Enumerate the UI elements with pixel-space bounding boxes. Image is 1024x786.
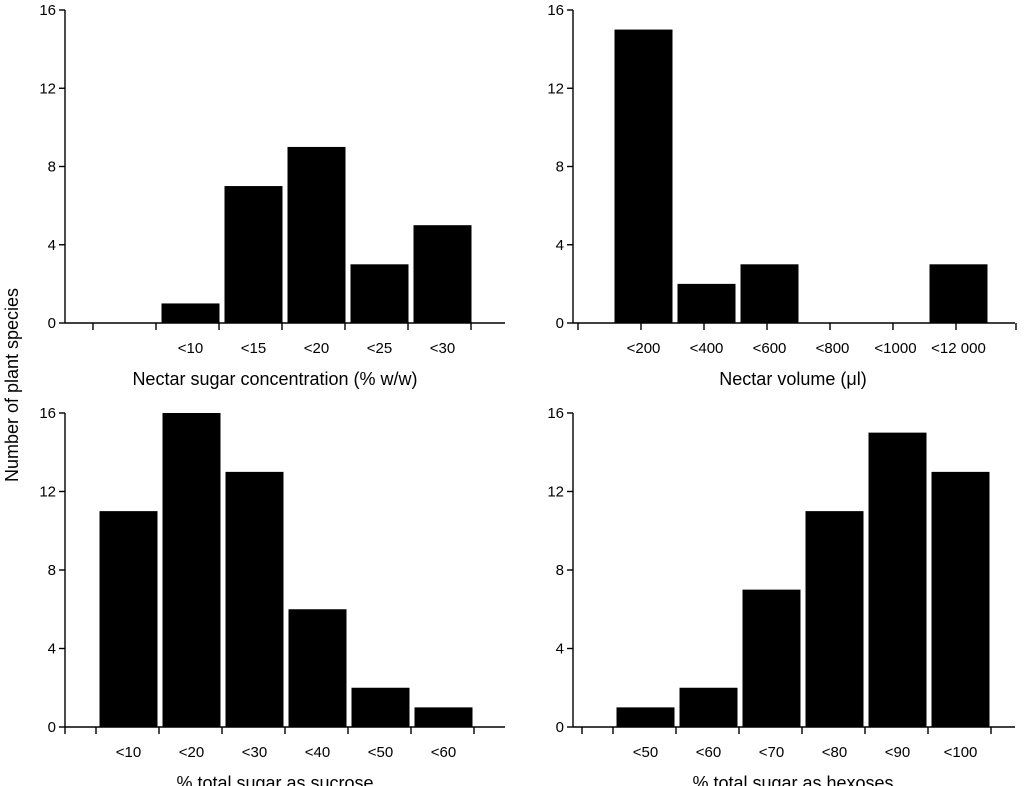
y-tick-label: 8 [48,562,56,579]
panel-nectar-volume: 0 4 8 12 16 <200 <400 <600 <800 <1000 <12 000 Necta… [547,2,1017,389]
x-tick-label: <100 [944,744,978,761]
x-tick-label: <80 [822,744,847,761]
x-tick-label: <30 [242,744,267,761]
x-tick-label: <30 [430,340,455,357]
bar-nectar-volume [614,29,673,323]
x-tick-label: <20 [304,340,329,357]
x-axis-label-sucrose: % total sugar as sucrose [176,773,373,786]
y-tick-label: 16 [39,405,56,422]
x-tick-label: <25 [367,340,392,357]
shared-y-axis-label: Number of plant species [2,288,22,482]
x-tick-label: <800 [816,340,850,357]
x-tick-label: <400 [690,340,724,357]
x-tick-label: <1000 [874,340,916,357]
x-tick-label: <15 [241,340,266,357]
bar-nectar-volume [740,264,799,323]
y-tick-label: 16 [547,2,564,19]
x-tick-label: <40 [305,744,330,761]
y-tick-label: 0 [556,719,564,736]
x-axis-label-sugar-concentration: Nectar sugar concentration (% w/w) [132,369,417,389]
y-tick-label: 0 [48,315,56,332]
x-tick-label: <20 [179,744,204,761]
y-tick-label: 4 [48,237,56,254]
y-tick-label: 8 [556,562,564,579]
x-tick-label: <50 [633,744,658,761]
bar-sucrose [225,471,284,727]
x-tick-label: <50 [368,744,393,761]
y-tick-label: 8 [556,159,564,176]
x-tick-label: <12 000 [931,340,986,357]
bar-hexoses [931,471,990,727]
y-tick-label: 4 [556,641,564,658]
y-tick-label: 16 [39,2,56,19]
bar-sugar-concentration [287,146,346,323]
bar-sucrose [351,687,410,727]
bar-sucrose [414,707,473,727]
y-tick-label: 0 [556,315,564,332]
x-axis-label-nectar-volume: Nectar volume (μl) [719,369,866,389]
panel-sucrose: 0 4 8 12 16 <10 <20 <30 <40 <50 <60 % total sugar a… [39,405,505,786]
x-tick-label: <60 [696,744,721,761]
x-tick-label: <10 [116,744,141,761]
x-tick-label: <90 [885,744,910,761]
bar-hexoses [868,432,927,727]
y-tick-label: 16 [547,405,564,422]
x-tick-label: <200 [627,340,661,357]
bar-hexoses [679,687,738,727]
y-tick-label: 8 [48,159,56,176]
bar-sucrose [99,511,158,727]
y-tick-label: 12 [547,484,564,501]
bar-nectar-volume [929,264,988,323]
bar-sucrose [288,609,347,727]
y-tick-label: 4 [48,641,56,658]
bar-sucrose [162,413,221,727]
bar-sugar-concentration [161,303,220,323]
bar-hexoses [616,707,675,727]
x-tick-label: <70 [759,744,784,761]
bar-sugar-concentration [224,186,283,323]
bar-sugar-concentration [413,225,472,323]
y-tick-label: 4 [556,237,564,254]
y-tick-label: 12 [39,484,56,501]
bar-nectar-volume [677,283,736,323]
y-tick-label: 0 [48,719,56,736]
panel-hexoses: 0 4 8 12 16 <50 <60 <70 <80 <90 <100 % total sugar … [547,405,1015,786]
x-tick-label: <60 [431,744,456,761]
x-tick-label: <10 [178,340,203,357]
bar-sugar-concentration [350,264,409,323]
y-tick-label: 12 [547,80,564,97]
panel-sugar-concentration: 0 4 8 12 16 <10 <15 <20 <25 <30 Nectar sugar conce… [39,2,505,389]
bar-hexoses [805,511,864,727]
x-axis-label-hexoses: % total sugar as hexoses [692,773,893,786]
y-tick-label: 12 [39,80,56,97]
bar-hexoses [742,589,801,727]
x-tick-label: <600 [753,340,787,357]
